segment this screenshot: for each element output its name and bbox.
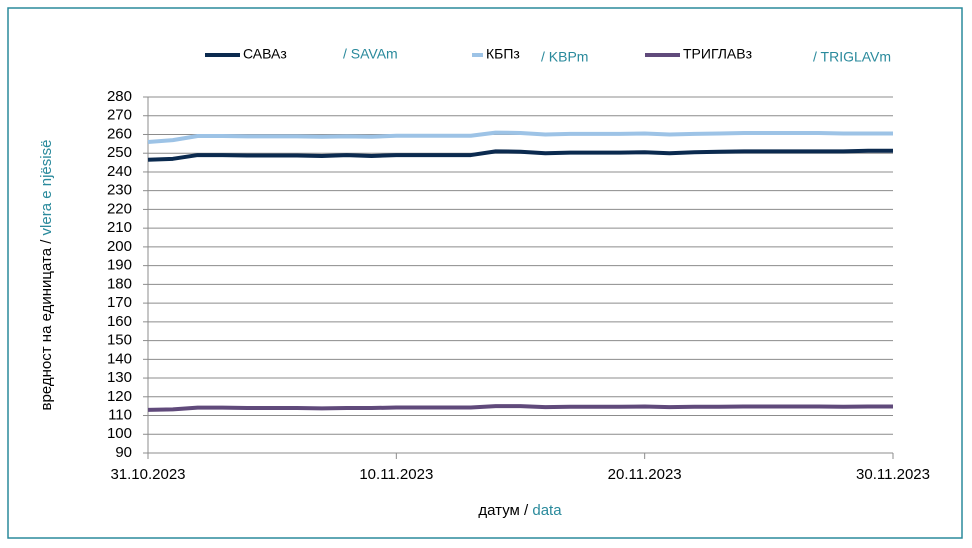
y-tick-label: 170	[107, 294, 132, 311]
y-tick-label: 280	[107, 88, 132, 105]
series-line	[147, 130, 893, 144]
x-label-sq: data	[532, 502, 562, 519]
y-tick-label: 120	[107, 388, 132, 405]
y-tick-label: 130	[107, 369, 132, 386]
legend-label: КБПз	[486, 46, 520, 62]
legend-label: ТРИГЛАВз	[683, 46, 752, 62]
x-tick-label: 31.10.2023	[110, 466, 185, 483]
y-label-mk: вредност на единицата /	[38, 239, 55, 411]
chart-frame	[7, 7, 963, 539]
x-tick-label: 20.11.2023	[608, 466, 682, 483]
y-tick-label: 270	[107, 107, 132, 124]
y-tick-label: 250	[107, 144, 132, 161]
y-tick-label: 260	[107, 125, 132, 142]
y-tick-label: 140	[107, 350, 132, 367]
x-tick-label: 10.11.2023	[359, 466, 433, 483]
y-tick-label: 220	[107, 200, 132, 217]
legend-label: САВАз	[243, 46, 287, 62]
x-axis-label: датум / data	[478, 502, 562, 519]
y-tick-label: 110	[108, 406, 132, 423]
series-line	[147, 148, 893, 162]
legend-label-sq: / KBPm	[541, 49, 588, 65]
y-label-sq: vlera e njësisë	[38, 140, 55, 236]
legend-label-sq: / SAVAm	[343, 46, 398, 62]
y-axis-label: вредност на единицата / vlera e njësisë	[38, 140, 55, 411]
legend-label-sq: / TRIGLAVm	[813, 49, 891, 65]
y-tick-label: 180	[107, 275, 132, 292]
x-label-mk: датум /	[478, 502, 529, 519]
y-tick-label: 200	[107, 238, 132, 255]
y-tick-label: 190	[107, 257, 132, 274]
y-tick-label: 160	[107, 313, 132, 330]
y-tick-label: 90	[115, 444, 132, 461]
y-tick-label: 210	[107, 219, 132, 236]
y-tick-label: 150	[107, 332, 132, 349]
y-tick-label: 230	[107, 182, 132, 199]
y-tick-label: 100	[107, 425, 132, 442]
y-tick-label: 240	[107, 163, 132, 180]
series-line	[147, 404, 893, 412]
x-tick-label: 30.11.2023	[856, 466, 930, 483]
